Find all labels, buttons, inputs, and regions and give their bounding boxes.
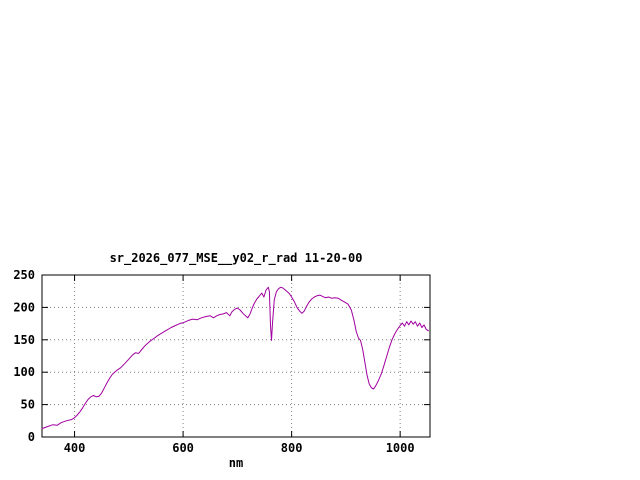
x-tick-label: 400 — [64, 441, 86, 455]
y-tick-label: 100 — [13, 365, 35, 379]
spectrum-line — [41, 286, 429, 430]
y-tick-label: 250 — [13, 268, 35, 282]
chart-title: sr_2026_077_MSE__y02_r_rad 11-20-00 — [109, 251, 363, 265]
y-tick-label: 150 — [13, 333, 35, 347]
x-axis-label: nm — [228, 456, 244, 470]
y-tick-label: 200 — [13, 300, 35, 314]
x-tick-label: 800 — [281, 441, 303, 455]
y-tick-label: 50 — [21, 398, 35, 412]
x-tick-label: 1000 — [386, 441, 415, 455]
x-tick-label: 600 — [172, 441, 194, 455]
plot-border — [41, 274, 431, 438]
y-tick-label: 0 — [28, 430, 35, 444]
